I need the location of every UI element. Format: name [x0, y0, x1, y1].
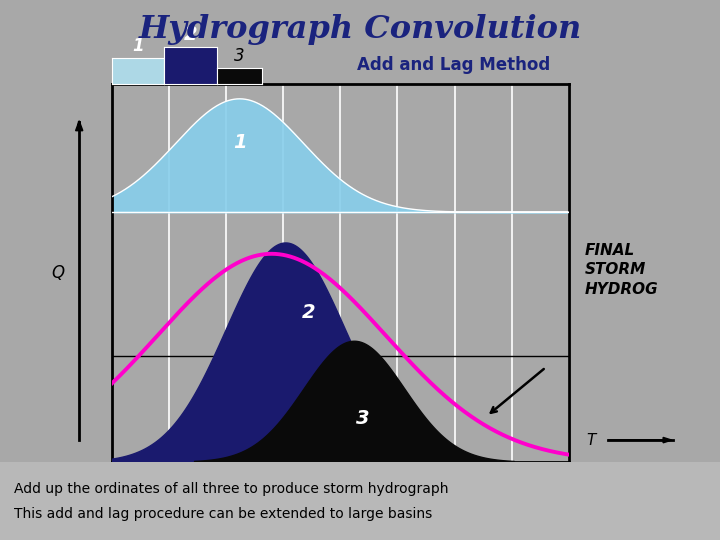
Text: 1: 1	[132, 37, 144, 55]
Text: This add and lag procedure can be extended to large basins: This add and lag procedure can be extend…	[14, 507, 433, 521]
Text: 1: 1	[233, 133, 246, 152]
Text: FINAL
STORM
HYDROG: FINAL STORM HYDROG	[585, 242, 658, 298]
Text: 3: 3	[356, 409, 370, 428]
Text: Add up the ordinates of all three to produce storm hydrograph: Add up the ordinates of all three to pro…	[14, 482, 449, 496]
Text: Q: Q	[51, 264, 64, 282]
Text: 2: 2	[184, 25, 197, 44]
Text: Hydrograph Convolution: Hydrograph Convolution	[138, 14, 582, 45]
Text: T: T	[587, 433, 596, 448]
Text: 3: 3	[234, 47, 245, 65]
Text: 2: 2	[302, 303, 315, 322]
Text: Add and Lag Method: Add and Lag Method	[357, 56, 550, 74]
